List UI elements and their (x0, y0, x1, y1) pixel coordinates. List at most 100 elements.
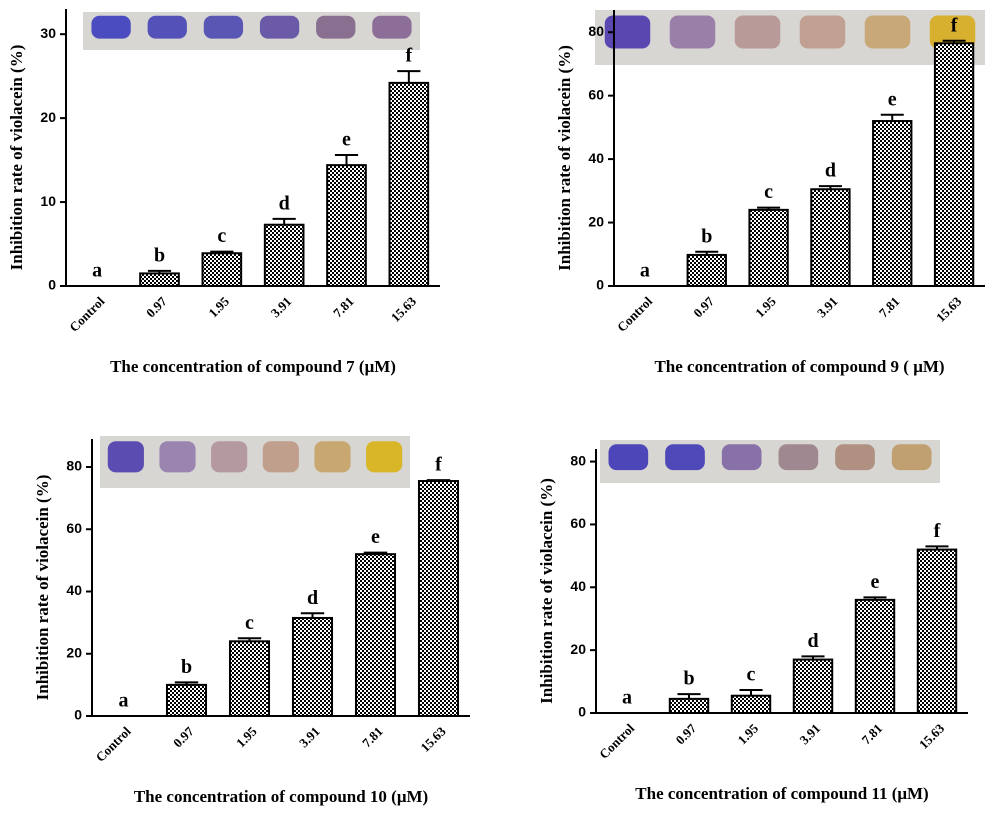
vial (778, 444, 819, 471)
bar (139, 272, 180, 287)
x-tick-label: 15.63 (417, 723, 449, 755)
vial (259, 15, 300, 39)
y-tick-label: 0 (578, 704, 586, 720)
significance-letter: c (747, 664, 756, 686)
bar (326, 164, 367, 287)
bar (228, 640, 271, 717)
vial (211, 441, 248, 473)
significance-letter: b (683, 668, 694, 690)
y-tick-label: 20 (40, 109, 56, 125)
x-tick-label: 0.97 (673, 720, 700, 747)
significance-letter: d (307, 587, 318, 609)
vial (799, 15, 846, 49)
x-tick-label: 0.97 (143, 293, 170, 320)
significance-letter: b (701, 225, 712, 247)
bar (810, 188, 851, 287)
bar (730, 694, 772, 715)
x-axis-label: The concentration of compound 7 (μM) (110, 357, 396, 376)
y-tick-label: 10 (40, 193, 56, 209)
vial (203, 15, 244, 39)
bar (686, 253, 727, 287)
x-tick-label: 15.63 (933, 293, 965, 325)
x-tick-label: Control (66, 293, 107, 334)
y-axis-label: Inhibition rate of violacein (%) (33, 475, 52, 701)
x-tick-label: 1.95 (205, 293, 232, 320)
vial (91, 15, 131, 39)
y-tick-label: 40 (66, 582, 82, 598)
x-tick-label: 15.63 (916, 720, 948, 752)
significance-letter: b (181, 656, 192, 678)
vial (734, 15, 781, 49)
vial (665, 444, 705, 471)
x-axis-label: The concentration of compound 11 (μM) (635, 784, 928, 803)
y-tick-label: 80 (66, 458, 82, 474)
significance-letter: f (934, 520, 941, 542)
photo-strip (600, 440, 940, 483)
x-axis-label: The concentration of compound 10 (μM) (134, 787, 428, 806)
x-tick-label: 15.63 (388, 293, 420, 325)
significance-letter: d (807, 630, 818, 652)
bar (668, 697, 710, 714)
significance-letter: d (279, 192, 290, 214)
vial (835, 444, 875, 471)
significance-letter: e (888, 88, 897, 110)
x-tick-label: 0.97 (170, 723, 197, 750)
y-tick-label: 60 (66, 520, 82, 536)
significance-letter: e (342, 129, 351, 151)
vial (159, 441, 196, 473)
vial (107, 441, 144, 473)
photo-strip (83, 12, 420, 50)
bar (872, 120, 913, 287)
y-tick-label: 30 (40, 25, 56, 41)
bar (792, 658, 834, 714)
vial (316, 15, 356, 39)
x-tick-label: Control (93, 723, 134, 764)
y-tick-label: 20 (66, 644, 82, 660)
y-tick-label: 0 (596, 277, 604, 293)
bar (291, 616, 334, 718)
significance-letter: a (622, 687, 632, 709)
x-tick-label: 3.91 (814, 294, 841, 321)
y-axis-label: Inhibition rate of violacein (%) (537, 478, 556, 704)
significance-letter: a (640, 260, 650, 282)
bar (417, 480, 460, 717)
x-axis-label: The concentration of compound 9 ( μM) (654, 357, 944, 376)
y-tick-label: 80 (588, 23, 604, 39)
vial (372, 15, 412, 39)
significance-letter: c (245, 612, 254, 634)
vial (721, 444, 762, 471)
x-tick-label: 3.91 (268, 294, 295, 321)
y-tick-label: 40 (570, 578, 586, 594)
x-tick-label: 3.91 (797, 721, 824, 748)
y-tick-label: 60 (570, 515, 586, 531)
vial (314, 441, 351, 473)
y-tick-label: 0 (74, 707, 82, 723)
significance-letter: f (951, 14, 958, 36)
x-tick-label: Control (596, 720, 637, 761)
vial (669, 15, 716, 49)
x-tick-label: Control (614, 293, 655, 334)
vial (604, 15, 651, 49)
bar (354, 553, 397, 717)
vial (262, 441, 299, 473)
vial (891, 444, 932, 471)
vial (366, 441, 403, 473)
vial (864, 15, 911, 49)
y-tick-label: 80 (570, 452, 586, 468)
x-tick-label: 3.91 (296, 724, 323, 751)
x-tick-label: 0.97 (690, 293, 717, 320)
y-tick-label: 40 (588, 150, 604, 166)
x-tick-label: 1.95 (233, 723, 260, 750)
x-tick-label: 7.81 (359, 724, 386, 751)
x-tick-label: 1.95 (735, 720, 762, 747)
photo-strip (595, 10, 985, 65)
x-tick-label: 7.81 (330, 294, 357, 321)
x-tick-label: 7.81 (876, 294, 903, 321)
bar (165, 683, 208, 717)
bar (854, 598, 896, 714)
x-tick-label: 7.81 (859, 721, 886, 748)
y-tick-label: 0 (48, 277, 56, 293)
significance-letter: b (154, 244, 165, 266)
y-tick-label: 60 (588, 86, 604, 102)
